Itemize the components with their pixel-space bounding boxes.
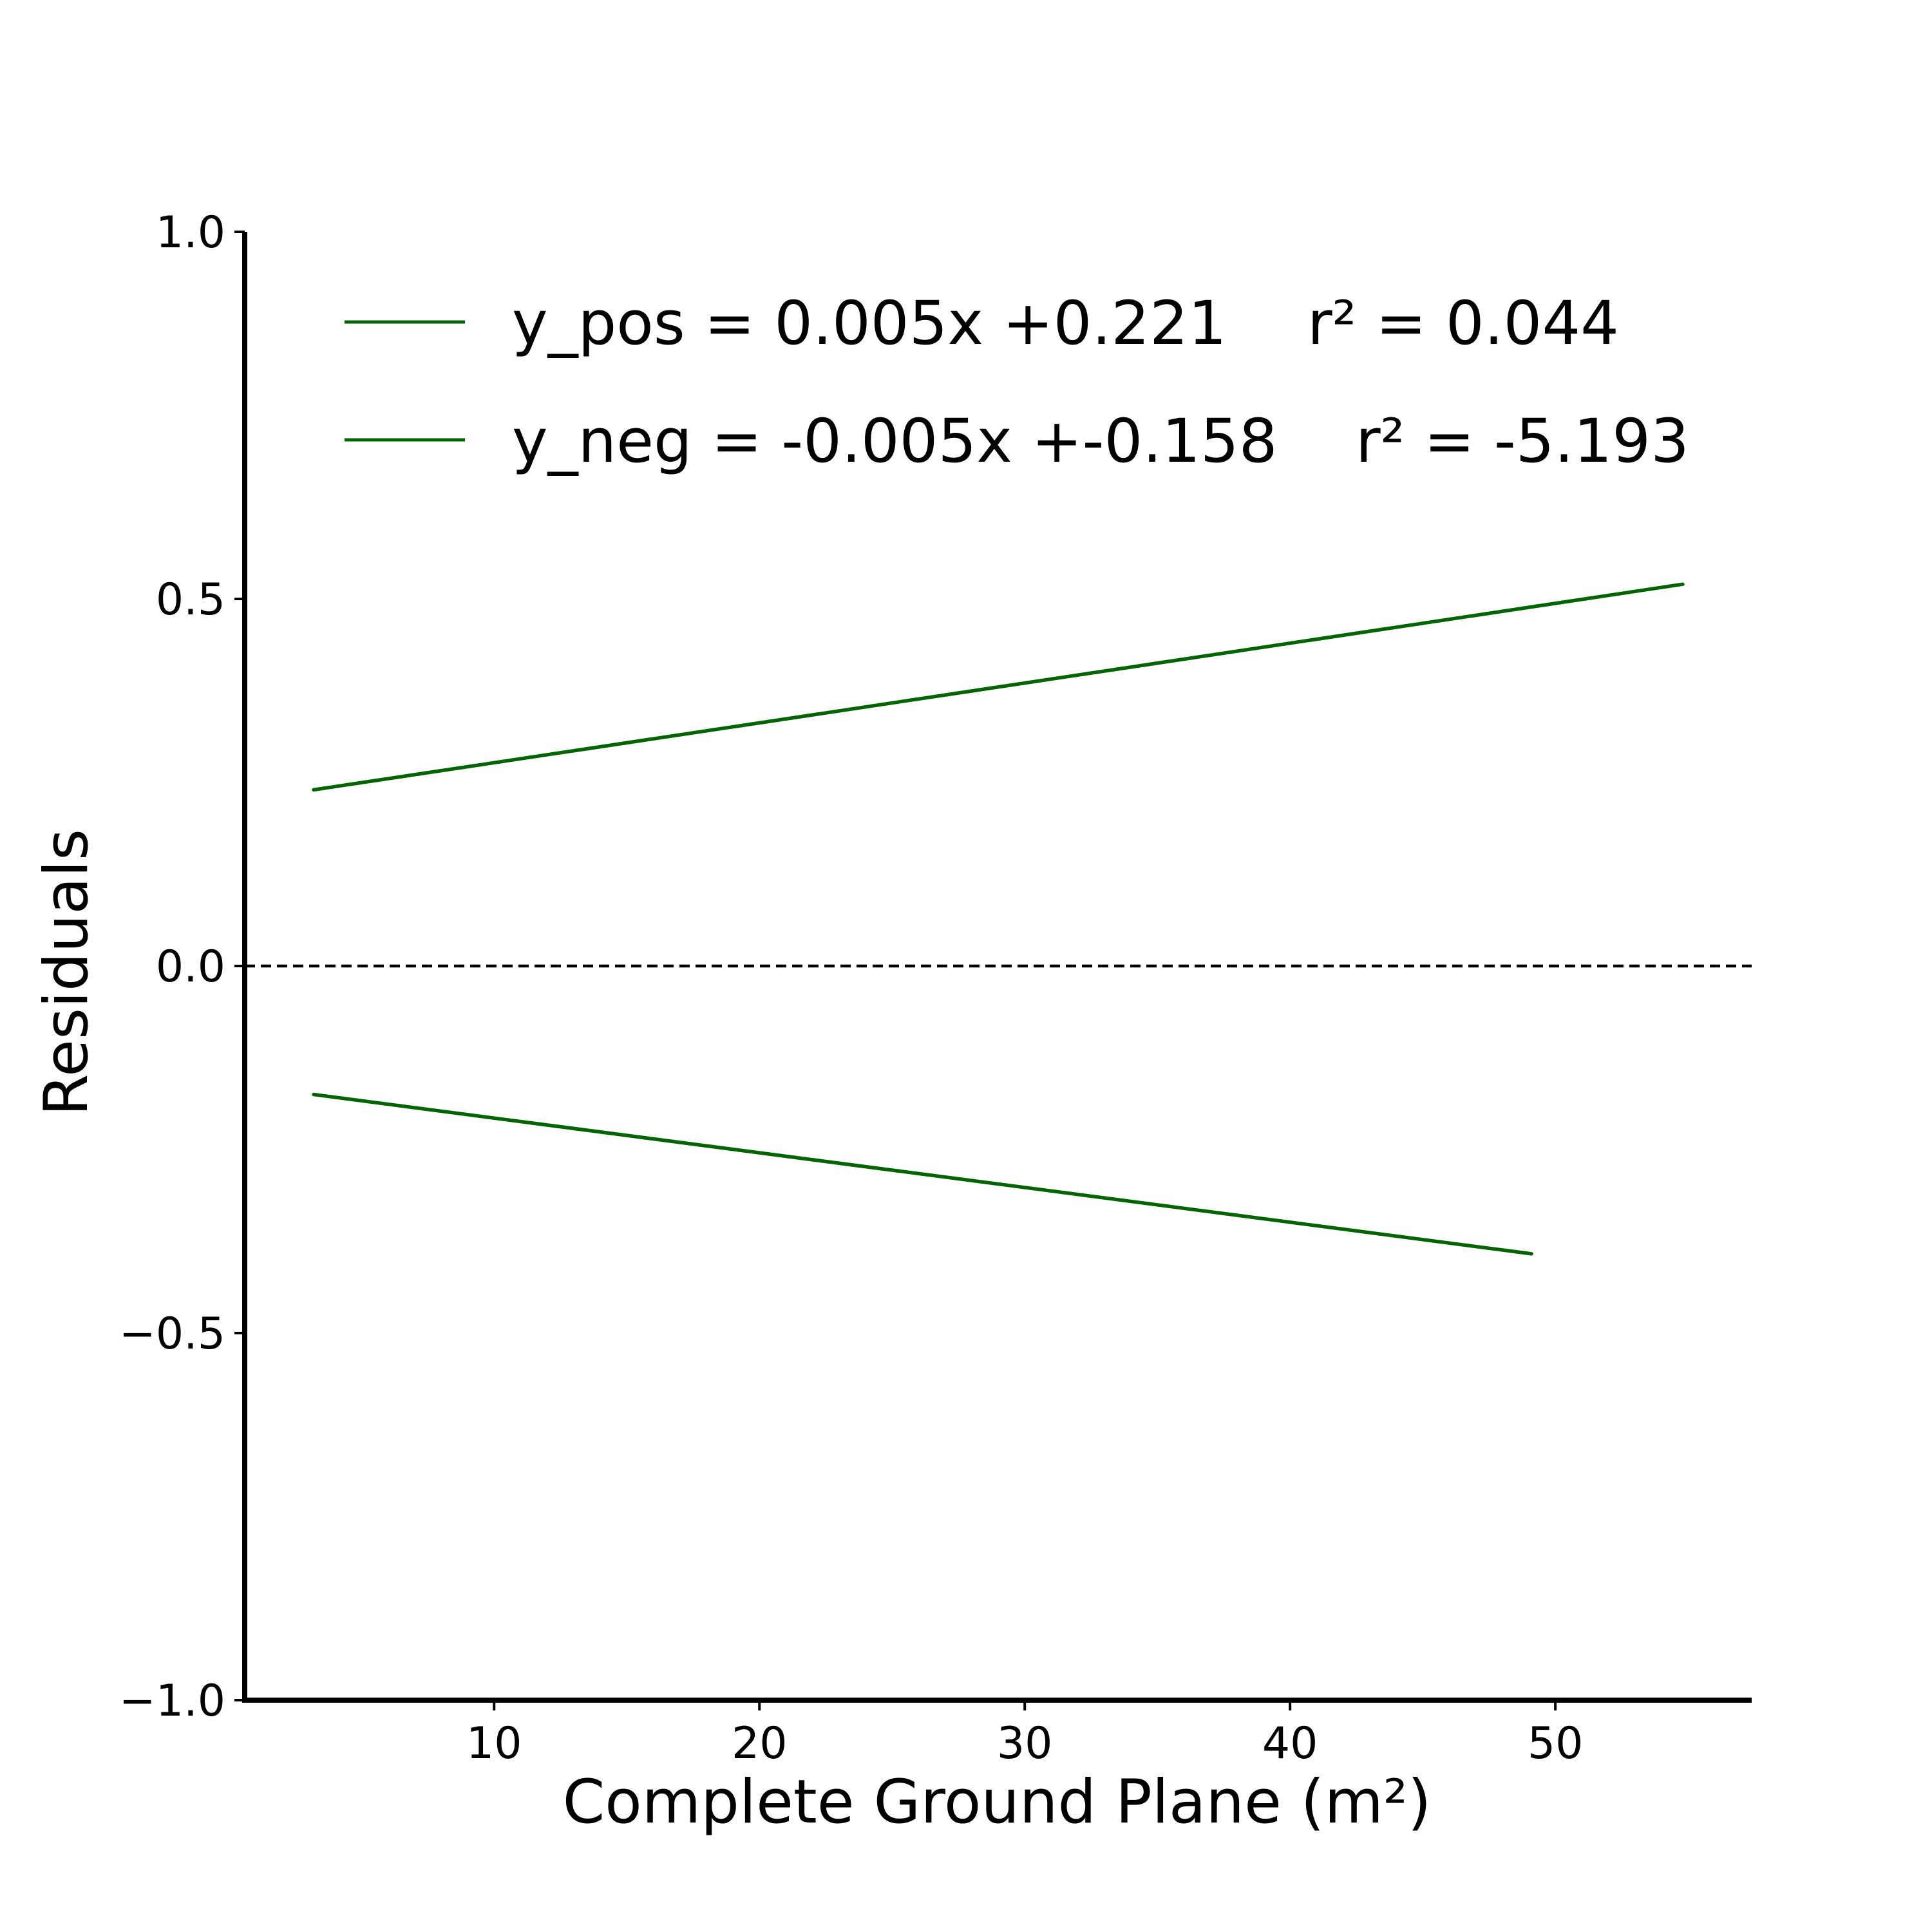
- legend-equation: y_neg = -0.005x +-0.158: [512, 406, 1278, 477]
- x-axis-title: Complete Ground Plane (m²): [563, 1767, 1432, 1837]
- y-tick-label: 0.0: [156, 942, 225, 992]
- legend: y_pos = 0.005x +0.221 r² = 0.044 y_neg = -…: [345, 289, 1689, 477]
- x-ticks: 10 20 30 40 50: [466, 1700, 1583, 1769]
- x-tick-label: 50: [1528, 1718, 1584, 1769]
- y-tick-label: −0.5: [119, 1309, 225, 1359]
- series-line-y-neg: [312, 1092, 1533, 1256]
- y-tick-label: 1.0: [156, 207, 225, 258]
- plot-area: [245, 582, 1752, 1256]
- x-tick-label: 40: [1262, 1718, 1318, 1769]
- legend-r-squared: r² = -5.193: [1356, 406, 1689, 477]
- x-tick-label: 30: [997, 1718, 1053, 1769]
- y-tick-label: −1.0: [119, 1676, 225, 1727]
- x-tick-label: 10: [466, 1718, 522, 1769]
- y-axis-title: Residuals: [32, 829, 102, 1116]
- y-tick-label: 0.5: [156, 574, 225, 625]
- legend-equation: y_pos = 0.005x +0.221: [512, 289, 1227, 359]
- x-tick-label: 20: [732, 1718, 788, 1769]
- legend-r-squared: r² = 0.044: [1307, 289, 1619, 359]
- y-ticks: −1.0 −0.5 0.0 0.5 1.0: [119, 207, 245, 1727]
- series-line-y-pos: [312, 582, 1685, 792]
